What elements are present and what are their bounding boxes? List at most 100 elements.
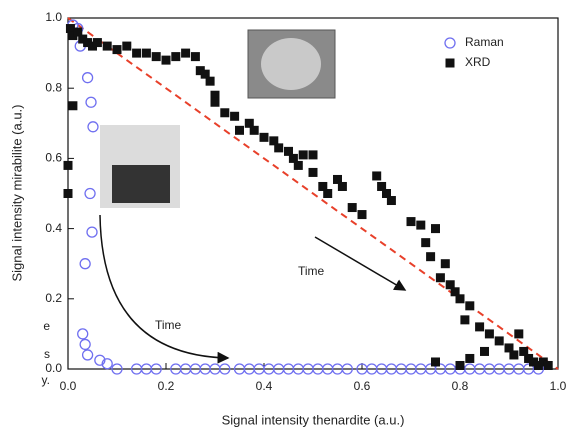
time-arrow [314, 236, 407, 291]
point [284, 146, 293, 156]
point [543, 360, 553, 370]
point [195, 66, 205, 76]
point [78, 34, 88, 44]
point [494, 336, 504, 346]
point [504, 343, 514, 353]
point [111, 363, 123, 375]
point [431, 224, 440, 234]
point [298, 150, 308, 160]
point [386, 196, 396, 206]
point [372, 171, 382, 181]
point [210, 90, 220, 100]
point [141, 48, 151, 58]
point [161, 55, 171, 65]
point [318, 181, 328, 191]
point [102, 41, 112, 51]
side-text: y. [42, 373, 50, 387]
point [288, 153, 298, 163]
point [426, 252, 436, 262]
point [87, 121, 99, 133]
point [377, 181, 387, 191]
point [65, 24, 75, 34]
point [524, 353, 534, 363]
point [151, 52, 161, 62]
point [480, 346, 489, 356]
point [465, 353, 475, 363]
legend-label: XRD [465, 55, 491, 69]
point [293, 160, 303, 170]
point [440, 259, 450, 269]
point [308, 167, 318, 177]
x-tick-label: 1.0 [550, 379, 567, 393]
point [460, 315, 470, 325]
point [132, 48, 142, 58]
point [431, 357, 440, 367]
y-axis-label: Signal intensity mirabilite (a.u.) [9, 104, 24, 281]
point [101, 358, 113, 370]
side-text: e [43, 319, 50, 333]
point [68, 31, 78, 41]
point [85, 96, 97, 108]
legend-label: Raman [465, 35, 504, 49]
trend-line [67, 17, 559, 370]
point [112, 45, 122, 55]
point [220, 108, 230, 118]
point [519, 346, 529, 356]
point [455, 294, 465, 304]
point [81, 72, 94, 84]
point [210, 97, 220, 107]
point [68, 101, 78, 111]
point [421, 238, 431, 248]
x-tick-label: 0.4 [256, 379, 273, 393]
side-text: s [44, 347, 50, 361]
point [219, 363, 231, 375]
point [244, 118, 254, 128]
point [455, 360, 465, 370]
x-tick-label: 0.2 [158, 379, 175, 393]
point [337, 181, 347, 191]
point [230, 111, 240, 121]
y-tick-label: 0.6 [45, 151, 62, 165]
point [406, 217, 416, 227]
point [181, 48, 191, 58]
annotation: Time [298, 264, 325, 278]
point [533, 360, 543, 370]
point [94, 354, 106, 366]
point [347, 203, 357, 213]
point [86, 226, 98, 238]
time-arrow [99, 214, 230, 364]
point [341, 363, 353, 375]
point [357, 210, 367, 220]
x-tick-label: 0.8 [452, 379, 469, 393]
x-tick-label: 0.0 [60, 379, 77, 393]
point [205, 76, 215, 86]
point [416, 220, 426, 230]
photo-detail [261, 38, 321, 90]
photo-detail [112, 165, 170, 203]
y-tick-label: 0.4 [45, 221, 62, 235]
point [235, 125, 244, 135]
y-tick-label: 0.2 [45, 291, 62, 305]
point [79, 258, 91, 270]
point [200, 69, 210, 79]
point [308, 150, 318, 160]
point [529, 357, 538, 367]
point [484, 329, 494, 339]
point [150, 363, 162, 375]
point [83, 38, 93, 48]
point [274, 143, 284, 153]
point [63, 189, 73, 198]
point [259, 132, 269, 142]
x-axis-label: Signal intensity thenardite (a.u.) [222, 412, 405, 427]
point [63, 160, 73, 170]
point [77, 328, 89, 340]
annotation: Time [155, 318, 182, 332]
point [509, 350, 519, 360]
point [190, 52, 200, 62]
point [171, 52, 181, 62]
point [382, 189, 391, 198]
point [333, 174, 342, 184]
point [514, 329, 524, 339]
point [88, 41, 97, 51]
